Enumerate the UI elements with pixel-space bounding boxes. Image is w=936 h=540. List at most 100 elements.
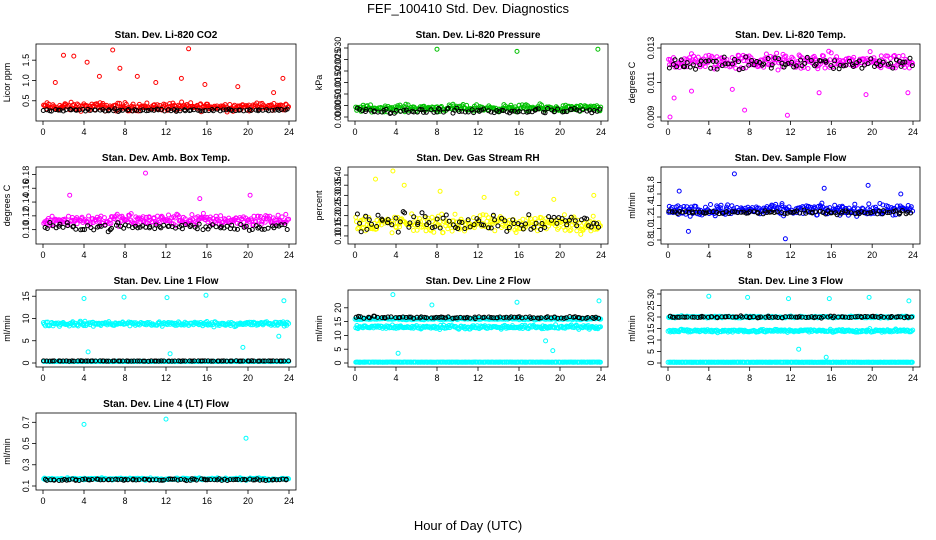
data-point <box>462 109 468 115</box>
data-point <box>434 216 440 222</box>
data-point <box>180 358 186 364</box>
data-point <box>898 63 904 69</box>
data-point <box>66 358 72 364</box>
x-tick-label: 8 <box>434 373 439 383</box>
data-point <box>405 102 411 108</box>
data-point <box>597 106 603 112</box>
data-point <box>888 60 893 66</box>
x-tick-label: 12 <box>473 373 483 383</box>
data-point <box>182 222 188 228</box>
data-point <box>144 220 150 226</box>
data-point <box>422 214 428 220</box>
data-point <box>407 220 413 226</box>
outlier-point <box>596 298 602 304</box>
data-point <box>456 219 462 225</box>
data-point <box>679 209 685 215</box>
data-point <box>57 358 63 364</box>
data-point <box>881 58 887 64</box>
data-point <box>176 319 181 325</box>
x-tick-label: 4 <box>81 250 86 260</box>
y-tick-label: 0.15 <box>333 217 343 235</box>
y-tick-label: 10 <box>646 335 656 345</box>
data-points <box>352 292 604 365</box>
data-point <box>764 210 770 215</box>
outlier-point <box>706 293 712 299</box>
data-point <box>147 224 153 229</box>
x-tick-label: 20 <box>243 496 253 506</box>
data-point <box>749 58 755 63</box>
data-point <box>65 223 71 229</box>
data-point <box>53 107 59 113</box>
figure-xlabel: Hour of Day (UTC) <box>414 518 522 533</box>
data-point <box>754 59 760 64</box>
x-tick-label: 24 <box>908 127 918 137</box>
outlier-point <box>167 351 173 357</box>
data-point <box>403 101 409 107</box>
data-point <box>782 211 788 217</box>
data-points <box>41 170 292 235</box>
y-tick-label: 0.5 <box>21 95 31 108</box>
data-point <box>397 224 403 230</box>
data-point <box>187 358 193 364</box>
data-point <box>865 61 871 67</box>
data-point <box>414 227 420 233</box>
y-axis-label: ml/min <box>2 438 12 465</box>
y-tick-label: 1.6 <box>646 188 656 201</box>
data-point <box>257 358 263 364</box>
outlier-point <box>481 194 487 200</box>
x-tick-label: 20 <box>555 127 565 137</box>
y-tick-label: 0.015 <box>333 71 343 94</box>
data-point <box>385 220 391 226</box>
data-point <box>873 204 878 210</box>
data-point <box>439 211 445 217</box>
data-point <box>596 224 601 230</box>
data-point <box>823 59 829 65</box>
data-point <box>714 66 720 72</box>
data-point <box>763 56 769 62</box>
data-point <box>465 217 471 223</box>
data-point <box>890 65 896 71</box>
data-point <box>161 358 167 364</box>
data-point <box>723 206 729 212</box>
data-point <box>80 227 86 232</box>
data-point <box>177 108 183 114</box>
data-point <box>535 106 541 112</box>
data-point <box>161 222 167 228</box>
data-point <box>748 55 754 61</box>
y-axis-label: ml/min <box>627 315 637 342</box>
data-point <box>820 53 826 59</box>
y-tick-label: 5 <box>646 349 656 354</box>
data-point <box>208 358 214 364</box>
y-tick-label: 0.3 <box>21 459 31 472</box>
data-point <box>909 60 915 66</box>
x-tick-label: 16 <box>514 127 524 137</box>
x-tick-label: 0 <box>40 496 45 506</box>
panel-5: Stan. Dev. Gas Stream RH0 4 8 12 16 20 240.100… <box>314 153 609 260</box>
outlier-point <box>434 46 440 52</box>
outlier-point <box>240 344 246 350</box>
y-tick-label: 0.030 <box>333 37 343 60</box>
y-tick-label: 0.000 <box>333 106 343 129</box>
data-point <box>168 108 174 114</box>
data-point <box>278 358 284 364</box>
x-tick-label: 20 <box>867 250 877 260</box>
data-point <box>717 205 723 211</box>
data-point <box>126 223 132 229</box>
data-point <box>96 223 102 229</box>
data-point <box>677 209 683 214</box>
data-point <box>286 104 291 110</box>
data-point <box>538 227 544 232</box>
outlier-point <box>905 90 911 96</box>
data-point <box>286 321 292 326</box>
data-point <box>249 227 255 232</box>
data-point <box>91 227 97 233</box>
data-point <box>834 212 840 218</box>
data-point <box>41 102 47 108</box>
data-point <box>371 220 377 226</box>
data-point <box>504 109 510 115</box>
data-point <box>471 222 477 228</box>
y-tick-label: 0.16 <box>21 179 31 197</box>
data-point <box>900 53 906 59</box>
data-point <box>205 358 211 364</box>
